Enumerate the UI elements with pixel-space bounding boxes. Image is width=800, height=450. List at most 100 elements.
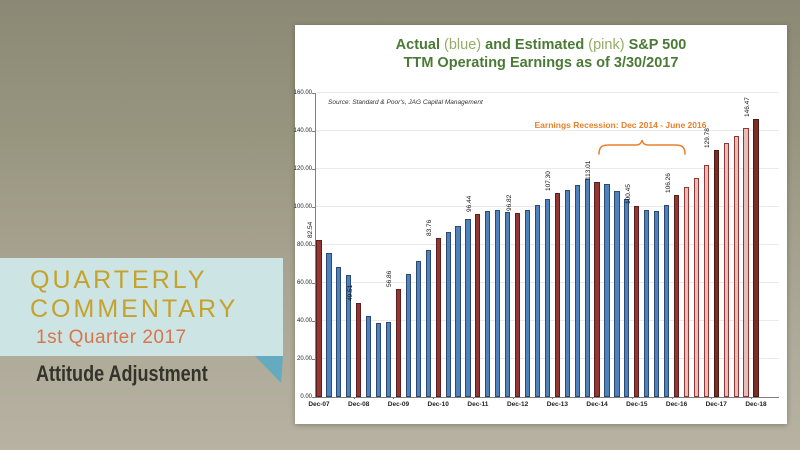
- y-axis-label: 160.00: [293, 89, 312, 96]
- bar: [743, 128, 749, 397]
- y-axis-label: 100.00: [293, 203, 312, 210]
- bar-value-label: 113.01: [585, 160, 593, 181]
- source-note: Source: Standard & Poor's, JAG Capital M…: [328, 99, 483, 106]
- y-axis-tick: [312, 359, 315, 360]
- y-axis-label: 0.00: [300, 393, 312, 400]
- bar: [415, 261, 421, 397]
- bar-value-label: 146.47: [744, 96, 751, 117]
- bar: [366, 316, 372, 397]
- y-axis-label: 40.00: [296, 317, 312, 324]
- chart-title-line2: TTM Operating Earnings as of 3/30/2017: [403, 55, 679, 71]
- x-axis-tick: [433, 397, 435, 399]
- bar: [395, 288, 402, 397]
- bar: [346, 275, 352, 397]
- banner-subtitle: 1st Quarter 2017: [36, 327, 187, 348]
- y-gridline: [316, 130, 779, 131]
- x-axis-tick: [751, 397, 753, 399]
- bar-value-label: 129.78: [704, 128, 712, 149]
- x-axis-label: Dec-12: [506, 401, 529, 408]
- bar: [574, 185, 580, 397]
- bar: [733, 135, 739, 397]
- x-axis-tick: [552, 397, 554, 399]
- y-axis-label: 20.00: [296, 355, 312, 362]
- quarterly-commentary-banner: QUARTERLY COMMENTARY 1st Quarter 2017: [0, 258, 283, 356]
- y-axis-label: 80.00: [296, 241, 312, 248]
- y-axis-tick: [312, 169, 315, 170]
- chart-title-line1: Actual (blue) and Estimated (pink) S&P 5…: [395, 37, 687, 53]
- y-axis-tick: [312, 93, 315, 94]
- bar: [475, 213, 481, 397]
- bar: [703, 165, 709, 397]
- x-axis-tick: [393, 397, 395, 399]
- bar: [435, 237, 441, 397]
- bar: [336, 266, 342, 397]
- y-axis-label: 120.00: [293, 165, 312, 172]
- x-axis-tick: [711, 397, 713, 399]
- x-axis-label: Dec-13: [546, 401, 569, 408]
- bar: [664, 205, 670, 397]
- bar-value-label: 107.30: [545, 171, 553, 192]
- bar: [455, 226, 461, 397]
- bar: [564, 189, 570, 397]
- bar: [713, 150, 719, 397]
- y-axis-tick: [312, 245, 315, 246]
- y-axis-tick: [312, 321, 315, 322]
- banner-title: QUARTERLY COMMENTARY: [30, 266, 238, 324]
- bar: [385, 322, 392, 397]
- banner-fold-decoration: [255, 356, 283, 383]
- y-axis-label: 140.00: [293, 127, 312, 134]
- bar-value-label: 96.82: [505, 194, 513, 212]
- bar: [693, 177, 699, 397]
- slide-section-title: Attitude Adjustment: [36, 361, 208, 386]
- x-axis-tick: [472, 397, 474, 399]
- bar: [356, 302, 362, 397]
- bar: [673, 195, 680, 397]
- bar: [654, 210, 660, 397]
- bar: [614, 190, 620, 397]
- bar: [723, 143, 729, 397]
- bar: [505, 211, 511, 397]
- x-axis-label: Dec-18: [745, 401, 767, 408]
- bar: [544, 199, 551, 397]
- bar-value-label: 106.26: [664, 173, 672, 194]
- y-gridline: [316, 92, 779, 93]
- bar: [405, 274, 411, 397]
- bar: [554, 193, 560, 397]
- y-axis-tick: [312, 207, 315, 208]
- bar: [495, 209, 501, 397]
- bar: [326, 252, 332, 397]
- x-axis-tick: [592, 397, 594, 399]
- bar: [634, 206, 640, 397]
- bar: [425, 249, 431, 397]
- x-axis-label: Dec-08: [348, 401, 370, 408]
- bar: [375, 322, 382, 397]
- bar-value-label: 49.51: [346, 284, 354, 301]
- x-axis-tick: [671, 397, 673, 399]
- recession-annotation: Earnings Recession: Dec 2014 - June 2016: [534, 120, 707, 130]
- bar-value-label: 56.86: [386, 270, 394, 287]
- bar: [584, 179, 590, 397]
- bar: [445, 231, 451, 397]
- bar: [683, 187, 690, 397]
- y-axis-tick: [312, 283, 315, 284]
- bar: [515, 213, 521, 397]
- x-axis-label: Dec-17: [705, 401, 727, 408]
- chart-title: Actual (blue) and Estimated (pink) S&P 5…: [295, 36, 787, 72]
- bar-value-label: 100.45: [624, 184, 632, 205]
- bar: [534, 205, 541, 397]
- plot-area: 82.54 Dec-07 49.51 Dec-08 56.86 Dec-09 83.76 De…: [307, 92, 779, 408]
- y-axis-tick: [312, 397, 315, 398]
- y-axis-label: 60.00: [296, 279, 312, 286]
- bar: [485, 210, 491, 397]
- x-axis-label: Dec-11: [467, 401, 489, 408]
- x-axis-label: Dec-14: [586, 401, 608, 408]
- y-axis-tick: [312, 131, 315, 132]
- y-gridline: [316, 168, 779, 169]
- x-axis-label: Dec-16: [665, 401, 688, 408]
- bar: [624, 199, 630, 397]
- bar: [644, 209, 650, 397]
- chart-panel: Actual (blue) and Estimated (pink) S&P 5…: [293, 25, 787, 424]
- bar-value-label: 82.54: [307, 221, 314, 239]
- bar: [465, 219, 471, 397]
